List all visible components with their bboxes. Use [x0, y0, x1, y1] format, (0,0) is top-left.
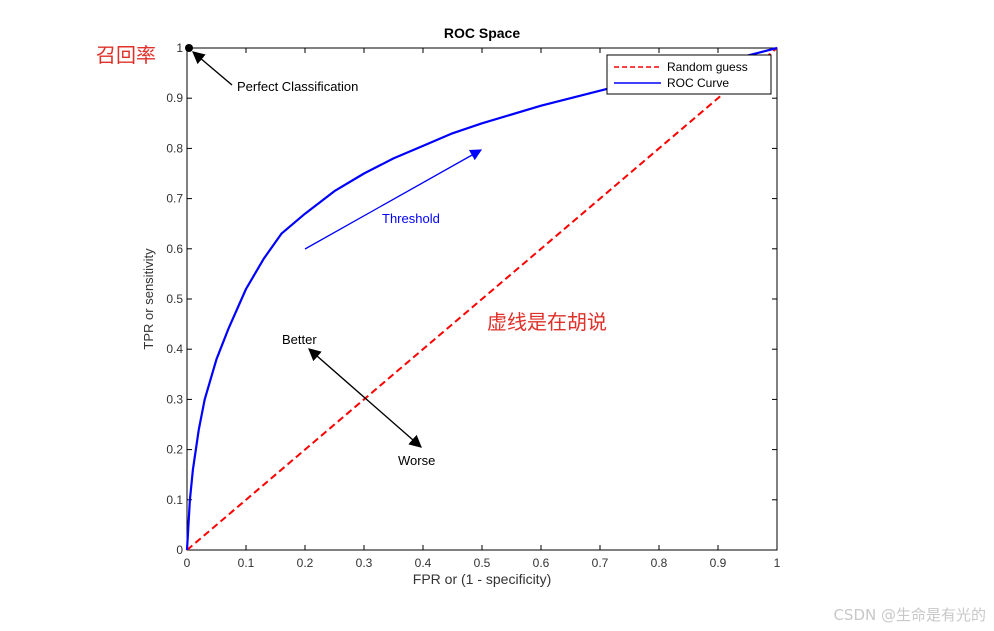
legend-box	[606, 54, 772, 95]
perfect-annotation: Perfect Classification	[237, 79, 358, 94]
x-tick-label: 0.6	[533, 556, 550, 570]
x-tick-label: 0.5	[474, 556, 491, 570]
better-annotation: Better	[282, 332, 317, 347]
y-tick-label: 0.3	[166, 392, 183, 406]
tick-labels: 0 0.1 0.2 0.3 0.4 0.5 0.6 0.7 0.8 0.9 1 0 0.1 0.2 0.3 0…	[166, 41, 780, 570]
x-tick-label: 0.1	[238, 556, 255, 570]
chart-title: ROC Space	[444, 25, 520, 41]
x-tick-label: 0.7	[592, 556, 609, 570]
y-tick-label: 0.1	[166, 493, 183, 507]
random-guess-line	[186, 47, 778, 551]
y-tick-label: 0.2	[166, 443, 183, 457]
series-layer	[185, 46, 778, 551]
y-tick-label: 0.9	[166, 91, 183, 105]
y-tick-label: 0.6	[166, 242, 183, 256]
watermark: CSDN @生命是有光的	[833, 606, 986, 624]
x-tick-label: 0.3	[356, 556, 373, 570]
perfect-point	[185, 44, 193, 52]
y-tick-label: 0.8	[166, 141, 183, 155]
y-tick-label: 0.7	[166, 192, 183, 206]
dashed-line-note: 虚线是在胡说	[487, 310, 607, 334]
x-tick-label: 0	[184, 556, 191, 570]
threshold-annotation: Threshold	[382, 211, 440, 226]
perfect-arrow	[192, 51, 233, 86]
x-tick-label: 0.2	[297, 556, 314, 570]
y-axis-label: TPR or sensitivity	[141, 248, 156, 350]
y-tick-label: 0.4	[166, 342, 183, 356]
x-tick-label: 0.9	[710, 556, 727, 570]
threshold-arrow	[304, 149, 483, 250]
legend-label-random: Random guess	[667, 60, 748, 74]
roc-curve-line	[185, 46, 778, 551]
x-axis-label: FPR or (1 - specificity)	[413, 571, 551, 587]
y-tick-label: 0.5	[166, 292, 183, 306]
legend: Random guess ROC Curve	[606, 54, 772, 95]
x-tick-label: 1	[774, 556, 781, 570]
legend-label-roc: ROC Curve	[667, 76, 729, 90]
y-tick-label: 0	[176, 543, 183, 557]
recall-note: 召回率	[96, 43, 156, 67]
x-tick-label: 0.4	[415, 556, 432, 570]
x-tick-label: 0.8	[651, 556, 668, 570]
y-tick-label: 1	[176, 41, 183, 55]
worse-annotation: Worse	[398, 453, 435, 468]
better-worse-arrow	[308, 348, 422, 448]
